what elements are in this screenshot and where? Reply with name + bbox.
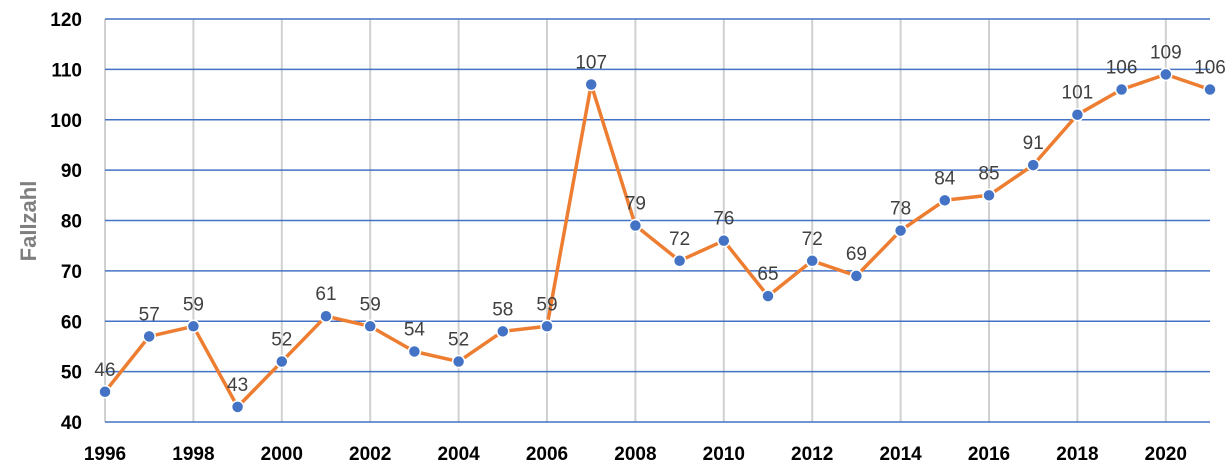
x-tick-label-2004: 2004 [437, 444, 480, 465]
data-label-2020: 109 [1150, 42, 1182, 63]
series-line [103, 72, 1212, 409]
data-point-2014 [893, 223, 908, 238]
grid-layer [104, 18, 1210, 423]
data-point-2006 [540, 319, 554, 334]
y-tick-label-90: 90 [61, 161, 82, 182]
data-label-2008: 79 [625, 194, 646, 215]
data-point-2009 [672, 254, 687, 268]
x-tick-label-2006: 2006 [526, 444, 568, 465]
data-label-2011: 65 [757, 264, 778, 285]
data-point-2007 [584, 77, 598, 92]
data-point-2011 [761, 289, 775, 303]
data-label-2018: 101 [1062, 83, 1094, 104]
data-label-2006: 59 [536, 294, 557, 315]
data-point-2003 [407, 344, 422, 359]
data-label-1998: 59 [183, 294, 204, 315]
data-point-1997 [142, 329, 156, 344]
y-tick-label-80: 80 [61, 212, 82, 233]
data-label-1997: 57 [139, 304, 160, 325]
x-tick-label-2018: 2018 [1056, 444, 1098, 465]
marker-layer [98, 67, 1217, 414]
data-label-2004: 52 [448, 330, 469, 351]
data-label-2015: 84 [934, 168, 956, 189]
data-label-2017: 91 [1023, 133, 1044, 154]
y-tick-label-50: 50 [61, 363, 82, 384]
data-label-2021: 106 [1194, 58, 1226, 79]
data-point-2012 [805, 254, 819, 268]
tick-layer: 40 50 60 70 80 90 100 110 120 1996 1998 2000 2002 200… [50, 10, 1187, 465]
y-tick-label-110: 110 [51, 60, 82, 81]
data-point-2004 [451, 354, 466, 369]
data-label-2013: 69 [846, 244, 867, 265]
y-tick-label-100: 100 [50, 111, 82, 132]
data-point-1996 [98, 385, 112, 399]
x-tick-label-1996: 1996 [84, 444, 126, 465]
data-point-2001 [319, 309, 333, 323]
y-tick-label-70: 70 [61, 262, 82, 283]
data-label-2002: 59 [360, 294, 381, 315]
data-label-2016: 85 [978, 163, 999, 184]
data-point-2021 [1203, 82, 1217, 97]
y-axis-title: Fallzahl [16, 181, 41, 262]
data-label-2019: 106 [1106, 58, 1138, 79]
x-tick-label-2010: 2010 [703, 444, 745, 465]
data-label-2005: 58 [492, 299, 513, 320]
x-tick-label-2020: 2020 [1145, 444, 1187, 465]
data-label-layer: 46 57 59 43 52 61 59 54 52 58 59 107 79 72 76 65 72 69 78 8… [94, 42, 1225, 395]
x-tick-label-2000: 2000 [261, 444, 303, 465]
data-point-2018 [1070, 107, 1085, 122]
y-tick-label-40: 40 [61, 413, 82, 434]
data-label-2001: 61 [315, 284, 336, 305]
data-point-2005 [496, 324, 510, 339]
data-point-1999 [230, 400, 245, 414]
data-point-2010 [717, 233, 731, 248]
data-point-2020 [1159, 67, 1173, 82]
data-point-2016 [982, 188, 996, 203]
data-label-1999: 43 [227, 375, 248, 396]
data-label-2010: 76 [713, 209, 734, 230]
x-tick-label-2012: 2012 [791, 444, 833, 465]
data-label-2009: 72 [669, 229, 690, 250]
data-point-2015 [938, 193, 952, 208]
data-label-2007: 107 [575, 52, 607, 73]
data-point-2017 [1026, 158, 1040, 172]
data-point-2000 [275, 354, 289, 369]
data-point-2002 [363, 319, 377, 334]
line-layer [103, 72, 1212, 409]
x-tick-label-2008: 2008 [614, 444, 656, 465]
x-tick-label-2016: 2016 [968, 444, 1010, 465]
data-label-1996: 46 [94, 360, 115, 381]
data-point-2013 [849, 269, 864, 283]
y-tick-label-60: 60 [61, 312, 82, 333]
data-label-2014: 78 [890, 199, 911, 220]
x-tick-label-1998: 1998 [172, 444, 214, 465]
data-point-2019 [1114, 82, 1129, 97]
y-tick-label-120: 120 [50, 10, 82, 31]
data-point-2008 [628, 218, 643, 233]
data-label-2012: 72 [802, 229, 823, 250]
data-label-2003: 54 [404, 319, 426, 340]
x-tick-label-2014: 2014 [879, 444, 922, 465]
x-tick-label-2002: 2002 [349, 444, 391, 465]
data-label-2000: 52 [271, 330, 292, 351]
data-point-1998 [186, 319, 201, 334]
